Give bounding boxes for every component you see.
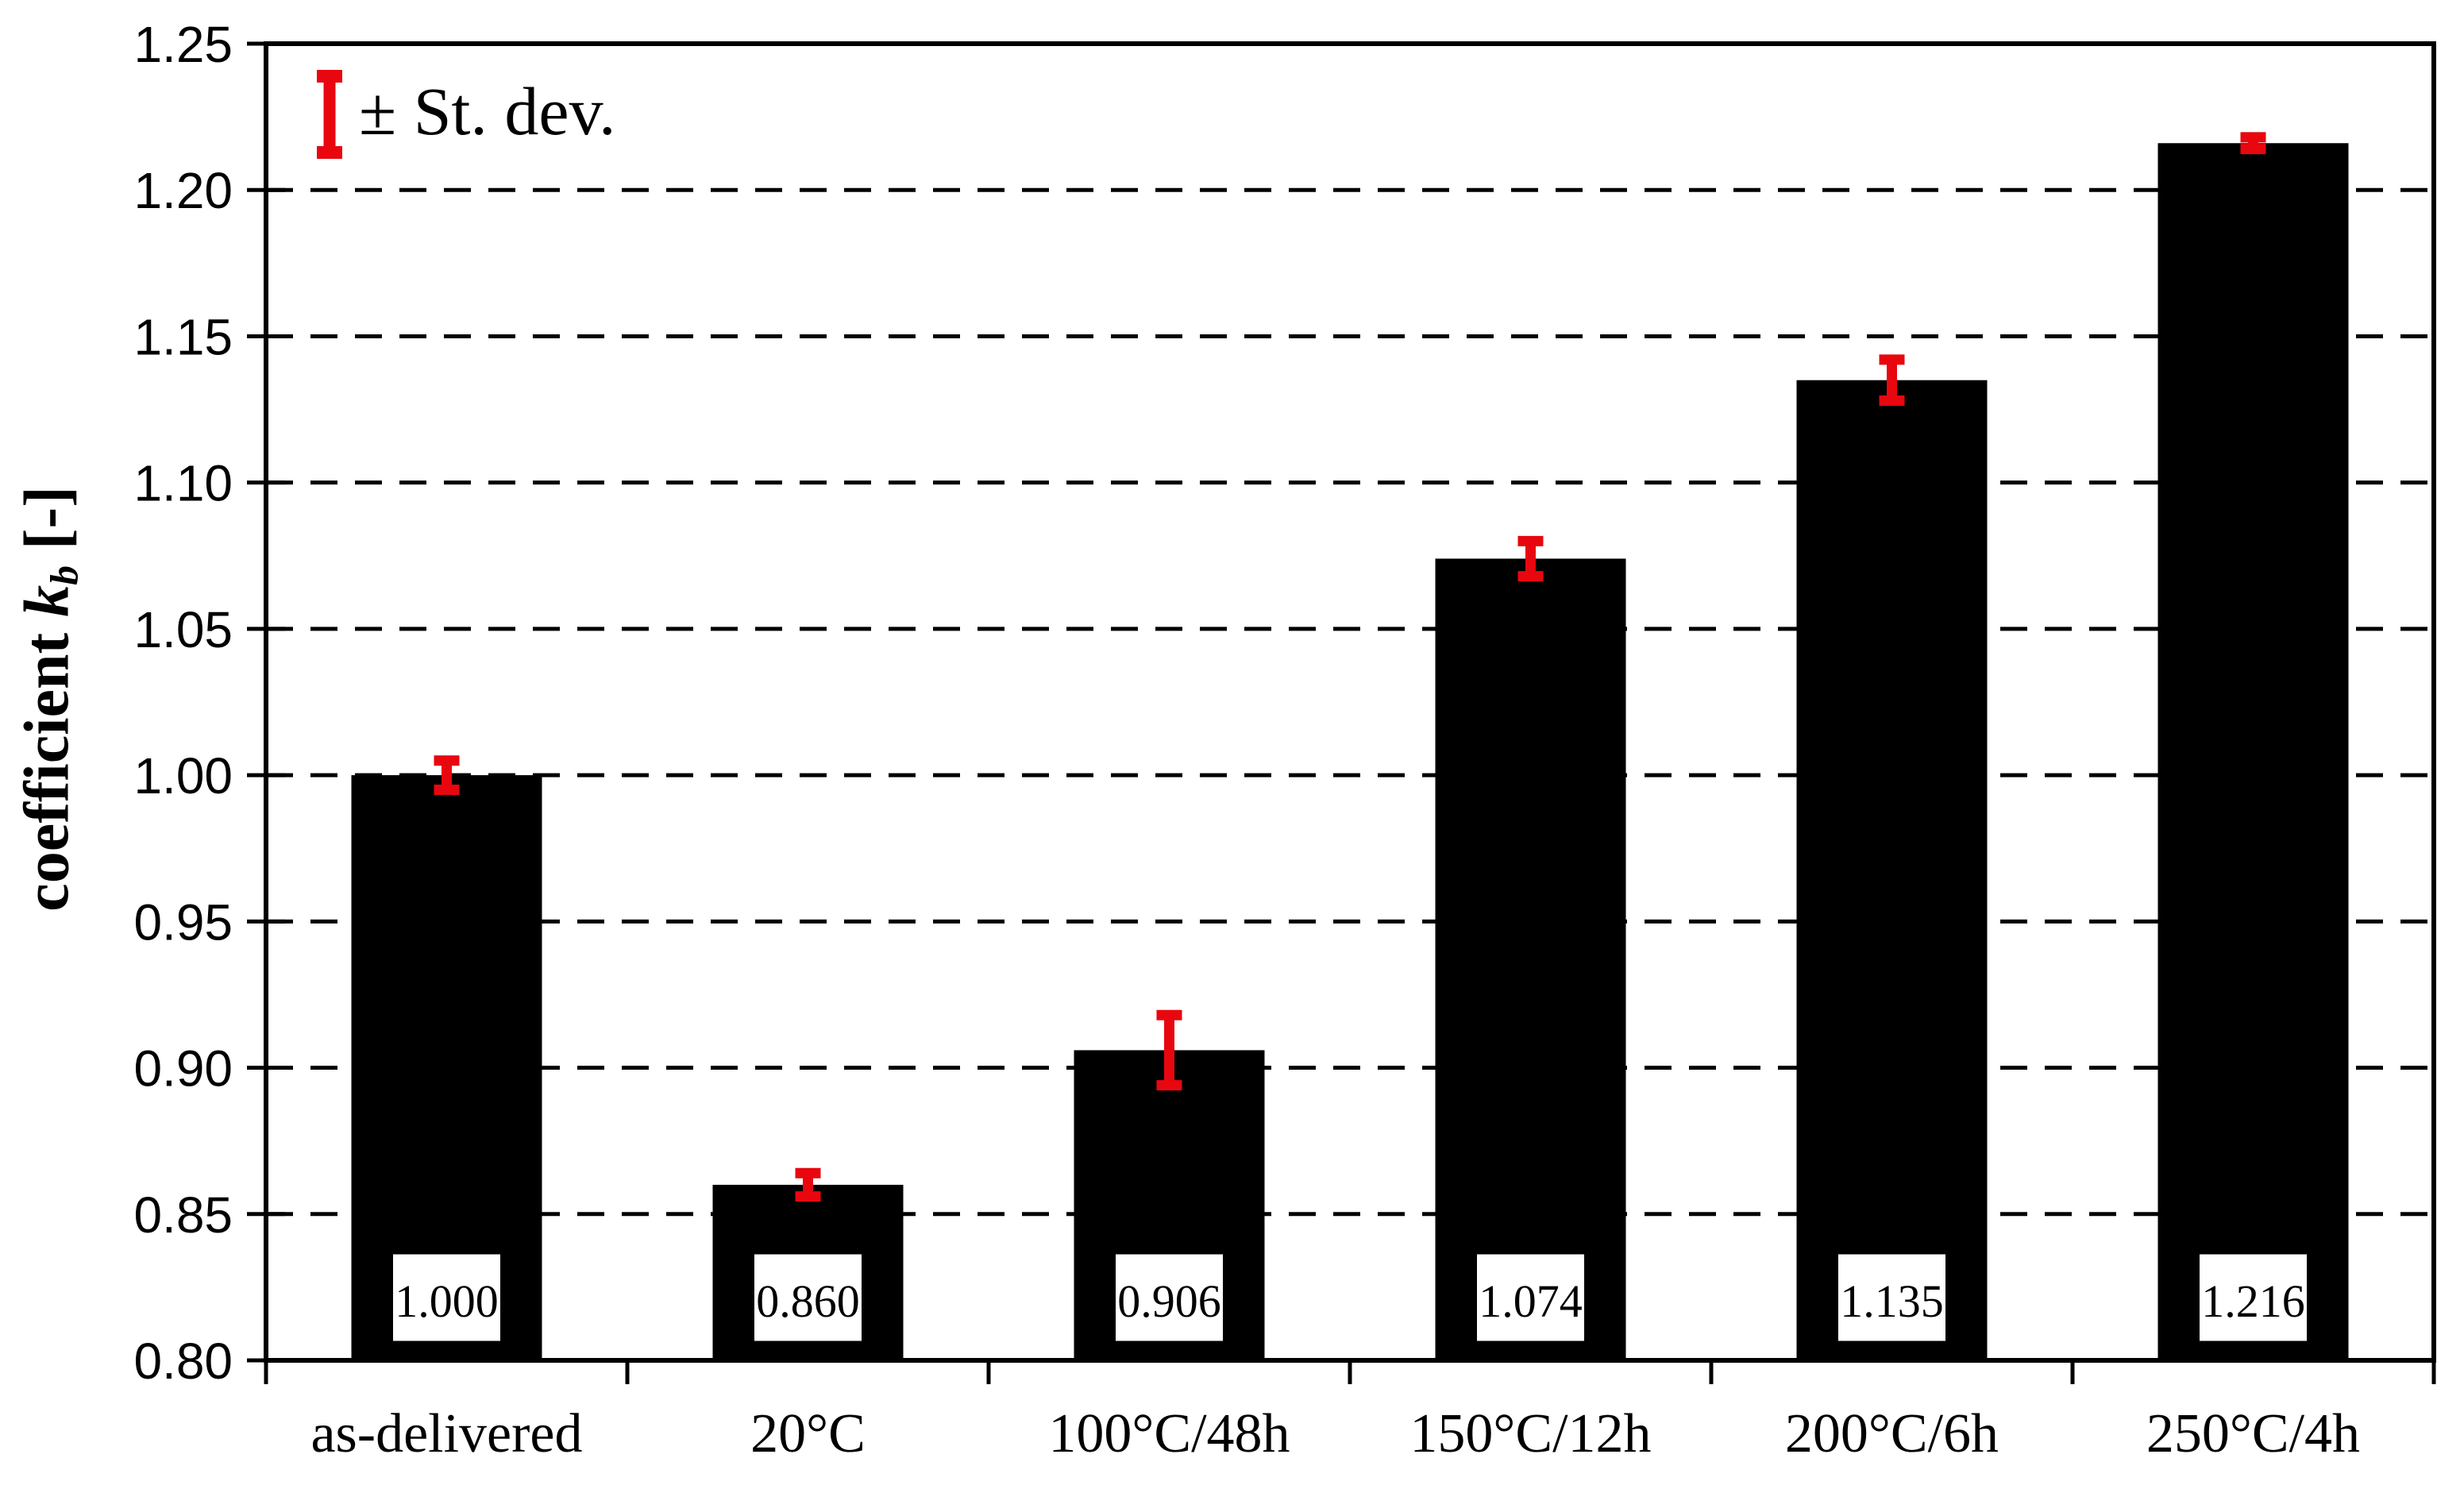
- bar-200°C/6h: [1796, 380, 1988, 1360]
- legend-label: ± St. dev.: [359, 73, 616, 149]
- value-label-box: [2194, 1248, 2312, 1347]
- value-label: 0.906: [1117, 1275, 1221, 1327]
- value-label-box: [1471, 1248, 1590, 1347]
- bar-250°C/4h: [2157, 143, 2349, 1360]
- y-tick-label: 0.95: [133, 893, 233, 951]
- value-label-box: [388, 1248, 506, 1347]
- y-tick-label: 0.85: [133, 1186, 233, 1244]
- x-category-label: 250°C/4h: [2146, 1403, 2360, 1464]
- value-label-box: [749, 1248, 867, 1347]
- x-category-label: 20°C: [750, 1403, 866, 1464]
- value-label-box: [1833, 1248, 1951, 1347]
- plot-frame: [264, 41, 2436, 1363]
- y-tick-label: 1.10: [133, 455, 233, 512]
- x-category-label: as-delivered: [310, 1403, 582, 1464]
- x-category-label: 100°C/48h: [1048, 1403, 1290, 1464]
- value-label: 1.216: [2201, 1275, 2305, 1327]
- y-tick-label: 1.00: [133, 747, 233, 804]
- y-axis-title-prefix: coefficient: [12, 616, 83, 912]
- y-axis-title: coefficient kb [-]: [11, 486, 87, 912]
- value-label: 1.074: [1479, 1275, 1583, 1327]
- y-tick-label: 0.80: [133, 1333, 233, 1390]
- value-label: 0.860: [756, 1275, 860, 1327]
- error-bar-icon: [317, 70, 342, 159]
- y-tick-label: 1.25: [133, 16, 233, 73]
- legend: ± St. dev.: [316, 70, 616, 159]
- y-axis-title-symbol: k: [12, 584, 83, 617]
- y-axis-title-suffix: [-]: [12, 486, 83, 566]
- value-label: 1.135: [1840, 1275, 1944, 1327]
- x-category-label: 150°C/12h: [1409, 1403, 1651, 1464]
- bar-150°C/12h: [1435, 558, 1626, 1360]
- value-label-box: [1110, 1248, 1228, 1347]
- y-axis-title-subscript: b: [42, 565, 87, 585]
- y-tick-label: 1.15: [133, 308, 233, 365]
- x-category-label: 200°C/6h: [1785, 1403, 1999, 1464]
- y-tick-label: 1.05: [133, 601, 233, 658]
- y-tick-label: 1.20: [133, 162, 233, 219]
- value-label: 1.000: [395, 1275, 499, 1327]
- y-tick-label: 0.90: [133, 1040, 233, 1097]
